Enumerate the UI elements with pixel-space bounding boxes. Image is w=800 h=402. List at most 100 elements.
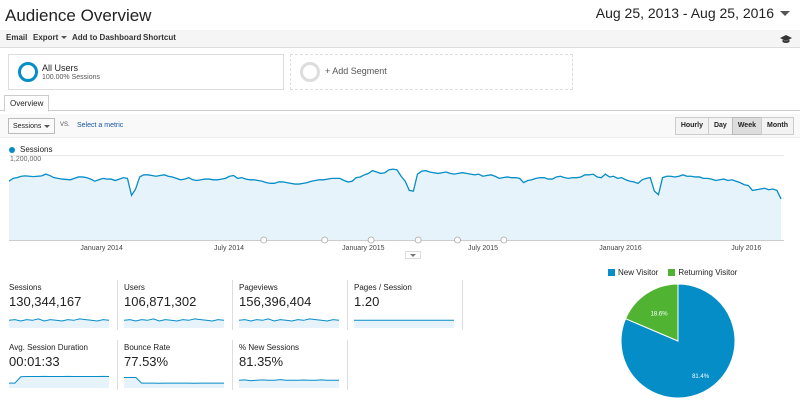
stat-tile--new-sessions[interactable]: % New Sessions 81.35% bbox=[239, 343, 349, 395]
x-tick-label: January 2014 bbox=[80, 245, 123, 252]
toolbar: Email Export Add to Dashboard Shortcut bbox=[0, 30, 800, 48]
y-tick-label: 1,200,000 bbox=[10, 156, 41, 163]
metric-select[interactable]: Sessions bbox=[8, 118, 55, 134]
stat-tile-sessions[interactable]: Sessions 130,344,167 bbox=[9, 283, 119, 335]
annotation-marker[interactable] bbox=[500, 236, 508, 244]
chevron-down-icon bbox=[410, 253, 416, 257]
sessions-series-line bbox=[8, 168, 782, 200]
stat-label: Sessions bbox=[9, 283, 42, 292]
stat-label: Avg. Session Duration bbox=[9, 343, 89, 352]
tab-overview[interactable]: Overview bbox=[4, 95, 50, 112]
chevron-down-icon bbox=[61, 36, 68, 39]
add-to-dashboard-label: Add to Dashboard bbox=[72, 33, 142, 42]
annotation-marker[interactable] bbox=[367, 236, 375, 244]
new-visitor-swatch bbox=[608, 269, 615, 276]
returning-visitor-swatch bbox=[668, 269, 676, 276]
add-to-dashboard-button[interactable]: Add to Dashboard bbox=[72, 33, 141, 42]
stat-value: 1.20 bbox=[354, 294, 380, 309]
stat-label: % New Sessions bbox=[239, 343, 300, 352]
chart-legend: Sessions bbox=[9, 145, 52, 154]
add-segment-label: + Add Segment bbox=[325, 66, 387, 76]
hourly-button[interactable]: Hourly bbox=[674, 117, 709, 135]
stat-divider bbox=[462, 280, 463, 330]
annotation-marker[interactable] bbox=[414, 236, 422, 244]
header: Audience Overview Aug 25, 2013 - Aug 25,… bbox=[0, 0, 800, 30]
select-metric-link[interactable]: Select a metric bbox=[77, 122, 124, 129]
week-button[interactable]: Week bbox=[731, 117, 762, 135]
stat-value: 77.53% bbox=[124, 354, 169, 369]
stat-sparkline bbox=[239, 379, 340, 388]
chevron-down-icon bbox=[44, 124, 50, 128]
stat-sparkline bbox=[9, 375, 110, 388]
chart-expand-handle[interactable] bbox=[405, 251, 421, 259]
shortcut-label: Shortcut bbox=[143, 33, 176, 42]
visitor-pie-chart[interactable]: 81.4% 18.6% bbox=[620, 283, 736, 399]
x-tick-label: July 2016 bbox=[731, 245, 761, 252]
export-button[interactable]: Export bbox=[33, 33, 68, 42]
new-visitor-label: New Visitor bbox=[618, 268, 659, 277]
segment-ring-icon bbox=[18, 62, 38, 82]
x-tick-label: July 2015 bbox=[468, 245, 498, 252]
stat-tile-bounce-rate[interactable]: Bounce Rate 77.53% bbox=[124, 343, 234, 395]
stat-label: Pageviews bbox=[239, 283, 278, 292]
stat-tile-avg-session-duration[interactable]: Avg. Session Duration 00:01:33 bbox=[9, 343, 119, 395]
stat-value: 81.35% bbox=[239, 354, 284, 369]
shortcut-button[interactable]: Shortcut bbox=[143, 33, 176, 42]
date-range-picker[interactable]: Aug 25, 2013 - Aug 25, 2016 bbox=[596, 5, 790, 21]
date-range-label: Aug 25, 2013 - Aug 25, 2016 bbox=[595, 5, 774, 21]
segment-name: All Users bbox=[42, 63, 79, 73]
add-segment-button[interactable]: + Add Segment bbox=[290, 54, 573, 90]
stat-sparkline bbox=[354, 319, 454, 328]
email-button[interactable]: Email bbox=[6, 33, 27, 42]
returning-visitor-label: Returning Visitor bbox=[678, 268, 738, 277]
stat-label: Bounce Rate bbox=[124, 343, 171, 352]
graduation-cap-icon[interactable] bbox=[780, 34, 792, 44]
pie-slice-label: 18.6% bbox=[651, 312, 669, 318]
month-button[interactable]: Month bbox=[761, 117, 794, 135]
segment-all-users[interactable]: All Users 100.00% Sessions bbox=[8, 54, 284, 90]
annotation-marker[interactable] bbox=[454, 236, 461, 244]
granularity-selector: Hourly Day Week Month bbox=[674, 117, 794, 135]
segment-subtitle: 100.00% Sessions bbox=[42, 74, 100, 81]
page-title: Audience Overview bbox=[5, 6, 152, 25]
returning-visitor-slice[interactable] bbox=[624, 283, 679, 342]
stat-divider bbox=[117, 340, 118, 390]
stat-tile-users[interactable]: Users 106,871,302 bbox=[124, 283, 234, 335]
vs-label: VS. bbox=[60, 122, 70, 128]
pie-legend-new[interactable]: New Visitor bbox=[608, 268, 658, 277]
stat-value: 130,344,167 bbox=[9, 294, 82, 309]
stat-value: 156,396,404 bbox=[239, 294, 312, 309]
stat-divider bbox=[117, 280, 118, 330]
stat-label: Users bbox=[124, 283, 145, 292]
empty-segment-ring-icon bbox=[300, 62, 320, 82]
metric-select-value: Sessions bbox=[13, 122, 42, 130]
x-tick-label: January 2015 bbox=[342, 245, 385, 252]
annotation-marker[interactable] bbox=[260, 236, 268, 244]
stat-divider bbox=[232, 340, 233, 390]
stat-tile-pageviews[interactable]: Pageviews 156,396,404 bbox=[239, 283, 349, 335]
pie-legend-returning[interactable]: Returning Visitor bbox=[668, 268, 737, 277]
day-button[interactable]: Day bbox=[707, 117, 733, 135]
stat-label: Pages / Session bbox=[354, 283, 412, 292]
stat-divider bbox=[232, 280, 233, 330]
tab-bar: Overview bbox=[0, 93, 800, 112]
annotation-marker[interactable] bbox=[321, 236, 329, 244]
sessions-legend-dot bbox=[9, 146, 15, 153]
stat-divider bbox=[347, 280, 348, 330]
x-tick-label: January 2016 bbox=[599, 245, 642, 252]
stat-value: 106,871,302 bbox=[124, 294, 197, 309]
pie-legend: New Visitor Returning Visitor bbox=[608, 268, 737, 277]
sessions-area-fill bbox=[9, 169, 781, 240]
export-label: Export bbox=[33, 33, 59, 42]
stat-sparkline bbox=[239, 318, 340, 328]
x-tick-label: July 2014 bbox=[214, 245, 244, 252]
chart-controls: Sessions VS. Select a metric Hourly Day … bbox=[0, 114, 800, 138]
stat-sparkline bbox=[9, 318, 110, 328]
stat-divider bbox=[347, 340, 348, 390]
email-label: Email bbox=[6, 33, 28, 42]
legend-label: Sessions bbox=[20, 145, 53, 154]
chevron-down-icon bbox=[780, 10, 790, 16]
stat-tile-pages-session[interactable]: Pages / Session 1.20 bbox=[354, 283, 464, 335]
